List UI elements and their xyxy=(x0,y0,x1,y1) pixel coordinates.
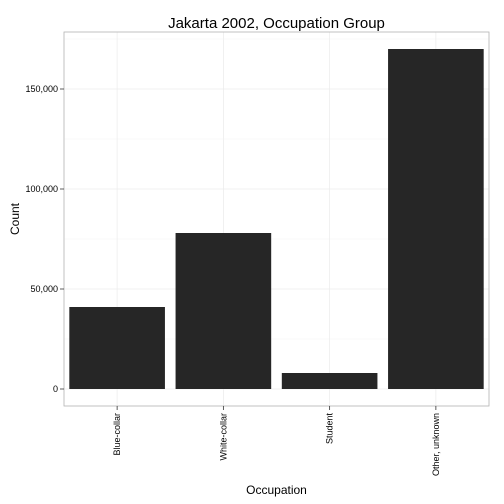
x-tick-label: Blue-collar xyxy=(112,413,122,456)
y-tick-label: 150,000 xyxy=(25,84,58,94)
y-axis: 0 50,000 100,000 150,000 xyxy=(25,84,64,394)
y-axis-title: Count xyxy=(8,202,22,235)
x-axis: Blue-collar White-collar Student Other, unk… xyxy=(112,406,441,476)
x-tick-label: Student xyxy=(325,413,335,445)
y-tick-label: 0 xyxy=(53,384,58,394)
bar-blue-collar xyxy=(69,307,165,389)
x-tick-label: White-collar xyxy=(218,413,228,461)
x-tick-label: Other, unknown xyxy=(431,413,441,476)
panel-border xyxy=(63,31,490,407)
bar-white-collar xyxy=(175,233,272,389)
chart-title: Jakarta 2002, Occupation Group xyxy=(168,15,385,32)
bar-student xyxy=(281,373,378,389)
y-tick-label: 100,000 xyxy=(25,184,58,194)
x-axis-title: Occupation xyxy=(246,483,307,497)
bar-other-unknown xyxy=(388,49,484,389)
bars xyxy=(69,49,484,389)
y-tick-label: 50,000 xyxy=(30,284,58,294)
